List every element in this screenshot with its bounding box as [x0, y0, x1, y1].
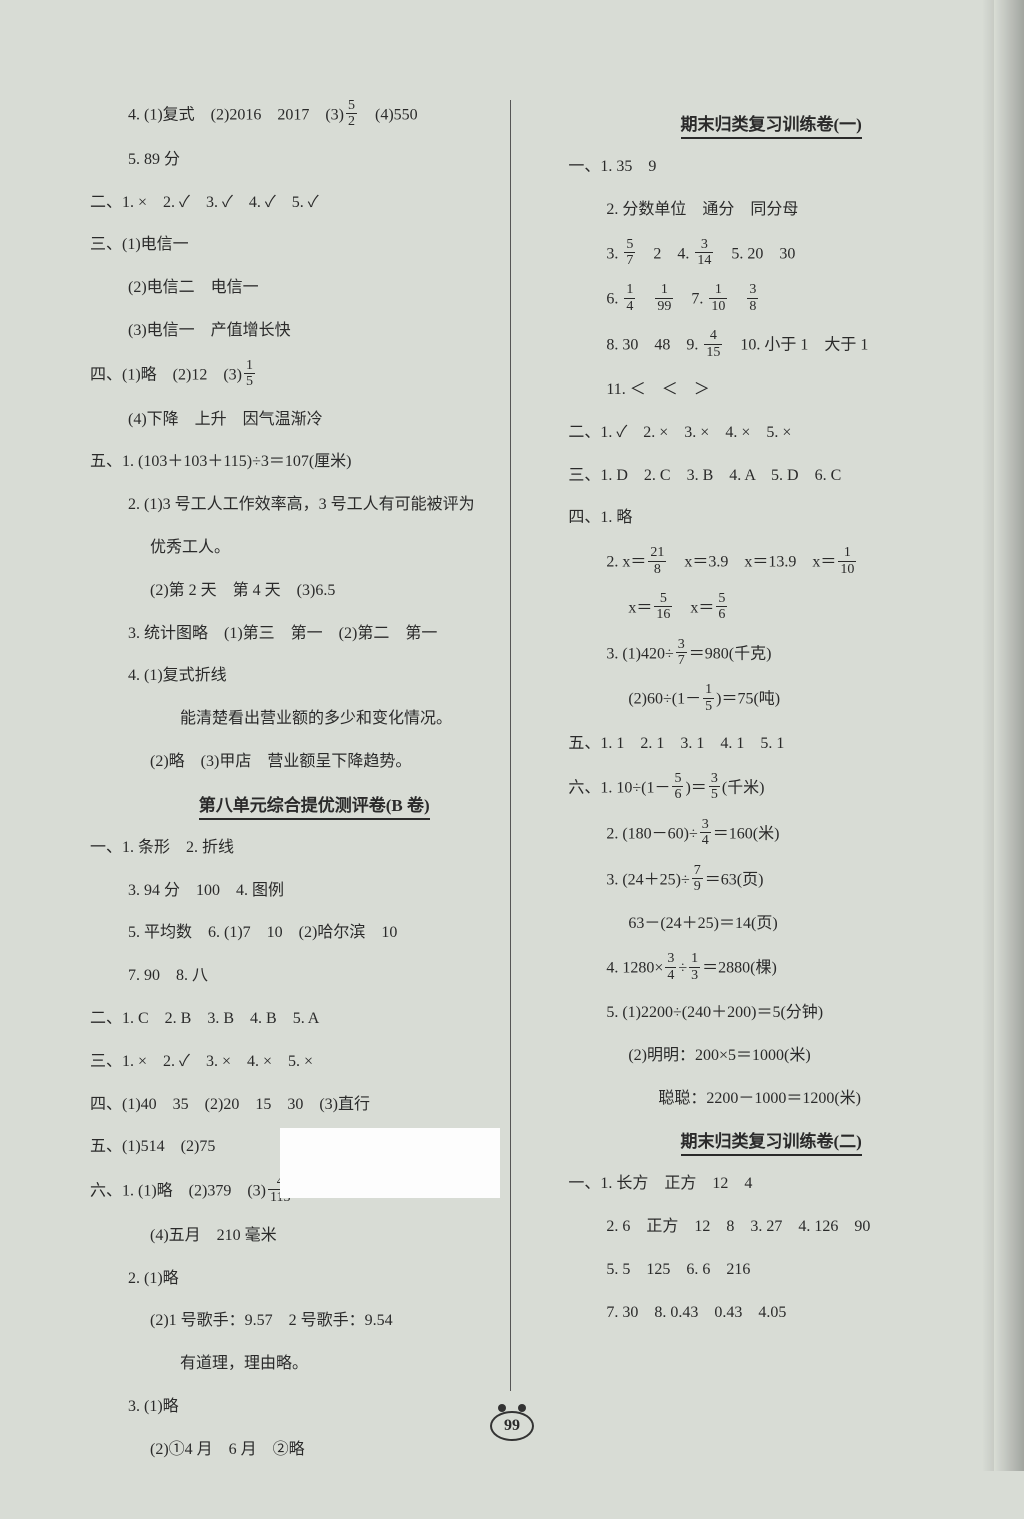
fraction: 314 [695, 237, 713, 269]
fraction: 110 [709, 282, 727, 314]
fraction: 34 [700, 817, 711, 849]
fraction: 38 [747, 282, 758, 314]
text-line: (2)第 2 天 第 4 天 (3)6.5 [90, 577, 538, 606]
text-line: 7. 90 8. 八 [90, 962, 538, 991]
text-line: 四、(1)略 (2)12 (3)15 [90, 360, 538, 392]
fraction: 218 [648, 545, 666, 577]
fraction: 14 [624, 282, 635, 314]
fraction: 56 [672, 771, 683, 803]
fraction: 15 [703, 682, 714, 714]
text-line: 一、1. 条形 2. 折线 [90, 834, 538, 863]
text-line: 2. 分数单位 通分 同分母 [568, 196, 974, 225]
text-line: 4. (1)复式折线 [90, 662, 538, 691]
text-line: (2)60÷(1－15)＝75(吨) [568, 684, 974, 716]
text-line: 5. 平均数 6. (1)7 10 (2)哈尔滨 10 [90, 919, 538, 948]
text-line: 7. 30 8. 0.43 0.43 4.05 [568, 1299, 974, 1328]
text-line: 2. 6 正方 12 8 3. 27 4. 126 90 [568, 1213, 974, 1242]
section-title: 第八单元综合提优测评卷(B 卷) [90, 791, 538, 820]
text-line: 二、1. × 2. ✓ 3. ✓ 4. ✓ 5. ✓ [90, 189, 538, 218]
fraction: 415 [704, 328, 722, 360]
text-line: 5. 5 125 6. 6 216 [568, 1256, 974, 1285]
text-line: 3. 57 2 4. 314 5. 20 30 [568, 239, 974, 271]
text-line: 四、1. 略 [568, 504, 974, 533]
fraction: 57 [624, 237, 635, 269]
fraction: 110 [838, 545, 856, 577]
text-line: 三、(1)电信一 [90, 231, 538, 260]
fraction: 13 [689, 951, 700, 983]
text-line: 3. (1)420÷37＝980(千克) [568, 639, 974, 671]
text-line: 六、1. 10÷(1－56)＝35(千米) [568, 773, 974, 805]
text-line: 6. 14 199 7. 110 38 [568, 284, 974, 316]
text-line: 2. (1)略 [90, 1265, 538, 1294]
text-line: 有道理，理由略。 [90, 1350, 538, 1379]
text-line: 4. 1280×34÷13＝2880(棵) [568, 953, 974, 985]
text-line: (4)下降 上升 因气温渐冷 [90, 406, 538, 435]
fraction: 37 [676, 637, 687, 669]
binding-shadow [994, 0, 1024, 1471]
text-line: 3. 统计图略 (1)第三 第一 (2)第二 第一 [90, 620, 538, 649]
fraction: 34 [665, 951, 676, 983]
text-line: (2)明明：200×5＝1000(米) [568, 1042, 974, 1071]
text-line: 8. 30 48 9. 415 10. 小于 1 大于 1 [568, 330, 974, 362]
right-column: 期末归类复习训练卷(一) 一、1. 35 9 2. 分数单位 通分 同分母 3. 57… [568, 100, 974, 1479]
text-line: 一、1. 35 9 [568, 153, 974, 182]
column-divider [510, 100, 511, 1391]
fraction: 35 [709, 771, 720, 803]
text-line: 五、1. (103＋103＋115)÷3＝107(厘米) [90, 448, 538, 477]
text-line: 5. (1)2200÷(240＋200)＝5(分钟) [568, 999, 974, 1028]
text-line: 三、1. × 2. ✓ 3. × 4. × 5. × [90, 1048, 538, 1077]
fraction: 15 [244, 358, 255, 390]
text-line: 2. x＝218 x＝3.9 x＝13.9 x＝110 [568, 547, 974, 579]
text-line: 63－(24＋25)＝14(页) [568, 910, 974, 939]
text-line: 四、(1)40 35 (2)20 15 30 (3)直行 [90, 1091, 538, 1120]
text-line: 二、1. ✓ 2. × 3. × 4. × 5. × [568, 419, 974, 448]
text-line: 三、1. D 2. C 3. B 4. A 5. D 6. C [568, 462, 974, 491]
fraction: 52 [346, 98, 357, 130]
page-number: 99 [490, 1411, 534, 1441]
text-line: 11. ＜ ＜ ＞ [568, 376, 974, 405]
text-line: 5. 89 分 [90, 146, 538, 175]
text-line: 3. 94 分 100 4. 图例 [90, 877, 538, 906]
text-line: (4)五月 210 毫米 [90, 1222, 538, 1251]
fraction: 56 [716, 591, 727, 623]
text-line: 2. (180－60)÷34＝160(米) [568, 819, 974, 851]
text-line: 2. (1)3 号工人工作效率高，3 号工人有可能被评为 [90, 491, 538, 520]
section-title: 期末归类复习训练卷(二) [568, 1127, 974, 1156]
text-line: 一、1. 长方 正方 12 4 [568, 1170, 974, 1199]
fraction: 79 [692, 863, 703, 895]
blank-mask [280, 1128, 500, 1198]
text-line: (3)电信一 产值增长快 [90, 317, 538, 346]
text-line: (2)略 (3)甲店 营业额呈下降趋势。 [90, 748, 538, 777]
fraction: 199 [655, 282, 673, 314]
text-line: x＝516 x＝56 [568, 593, 974, 625]
text-line: 优秀工人。 [90, 534, 538, 563]
text-line: 4. (1)复式 (2)2016 2017 (3)52 (4)550 [90, 100, 538, 132]
text-line: 能清楚看出营业额的多少和变化情况。 [90, 705, 538, 734]
text-line: 二、1. C 2. B 3. B 4. B 5. A [90, 1005, 538, 1034]
text-line: 聪聪：2200－1000＝1200(米) [568, 1085, 974, 1114]
page-number-ornament: 99 [0, 1411, 1024, 1441]
binding-shadow-inner [982, 0, 994, 1471]
fraction: 516 [654, 591, 672, 623]
text-line: 五、1. 1 2. 1 3. 1 4. 1 5. 1 [568, 730, 974, 759]
text-line: (2)1 号歌手：9.57 2 号歌手：9.54 [90, 1307, 538, 1336]
section-title: 期末归类复习训练卷(一) [568, 110, 974, 139]
text-line: 3. (24＋25)÷79＝63(页) [568, 865, 974, 897]
text-line: (2)电信二 电信一 [90, 274, 538, 303]
left-column: 4. (1)复式 (2)2016 2017 (3)52 (4)550 5. 89 … [90, 100, 538, 1479]
page-container: 4. (1)复式 (2)2016 2017 (3)52 (4)550 5. 89 … [0, 0, 1024, 1519]
